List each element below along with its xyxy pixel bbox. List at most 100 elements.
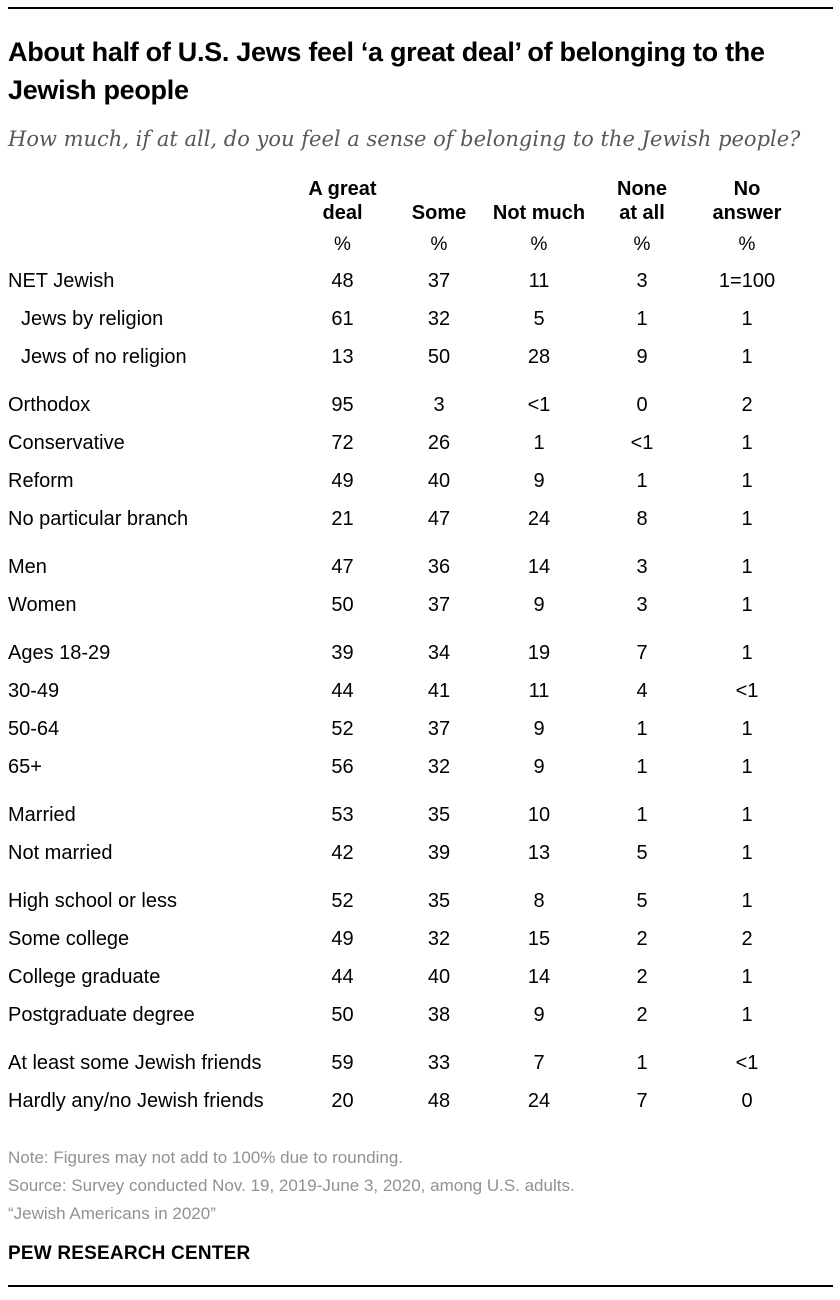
percent-row: % % % % % bbox=[8, 234, 832, 256]
table-row: Reform 49 40 9 1 1 bbox=[8, 462, 832, 500]
cell-value: <1 bbox=[630, 431, 654, 454]
pew-wordmark: PEW RESEARCH CENTER bbox=[8, 1243, 251, 1264]
column-header-a-great-deal: A great deal bbox=[308, 178, 377, 224]
cell-value: 32 bbox=[427, 927, 451, 950]
cell-value: 9 bbox=[533, 469, 545, 492]
cell-value: 1 bbox=[741, 469, 753, 492]
row-label: High school or less bbox=[8, 889, 177, 912]
cell-value: 47 bbox=[427, 507, 451, 530]
cell-value: 1 bbox=[741, 965, 753, 988]
cell-value: 36 bbox=[427, 555, 451, 578]
cell-value: 9 bbox=[533, 755, 545, 778]
row-label: Jews by religion bbox=[21, 307, 164, 330]
cell-value: 52 bbox=[331, 889, 354, 912]
cell-value: 32 bbox=[427, 307, 451, 330]
table-row: Hardly any/no Jewish friends 20 48 24 7 0 bbox=[8, 1082, 832, 1120]
cell-value: 15 bbox=[527, 927, 551, 950]
cell-value: 3 bbox=[636, 555, 648, 578]
table-row: 30-49 44 41 11 4 <1 bbox=[8, 672, 832, 710]
cell-value: 8 bbox=[533, 889, 545, 912]
cell-value: 2 bbox=[636, 1003, 648, 1026]
table-row: No particular branch 21 47 24 8 1 bbox=[8, 500, 832, 538]
cell-value: 3 bbox=[636, 269, 648, 292]
cell-value: 1 bbox=[741, 345, 753, 368]
row-label: Some college bbox=[8, 927, 130, 950]
row-label: Orthodox bbox=[8, 393, 91, 416]
row-label: Reform bbox=[8, 469, 74, 492]
row-label: 50-64 bbox=[8, 717, 60, 740]
cell-value: 50 bbox=[427, 345, 451, 368]
cell-value: 8 bbox=[636, 507, 648, 530]
cell-value: 14 bbox=[527, 965, 551, 988]
cell-value: 19 bbox=[527, 641, 551, 664]
cell-value: 48 bbox=[427, 1089, 451, 1112]
cell-value: 2 bbox=[636, 965, 648, 988]
cell-value: 11 bbox=[528, 269, 550, 292]
row-label: Conservative bbox=[8, 431, 125, 454]
table-row: Women 50 37 9 3 1 bbox=[8, 586, 832, 624]
cell-value: 1=100 bbox=[718, 269, 776, 292]
row-label: Ages 18-29 bbox=[8, 641, 111, 664]
percent-symbol: % bbox=[530, 234, 548, 255]
cell-value: <1 bbox=[735, 1051, 759, 1074]
page-title: About half of U.S. Jews feel ‘a great de… bbox=[8, 37, 765, 105]
cell-value: 1 bbox=[741, 1003, 753, 1026]
cell-value: 72 bbox=[331, 431, 354, 454]
cell-value: 20 bbox=[331, 1089, 354, 1112]
cell-value: <1 bbox=[527, 393, 551, 416]
cell-value: 1 bbox=[741, 431, 753, 454]
cell-value: 39 bbox=[331, 641, 354, 664]
cell-value: 5 bbox=[533, 307, 545, 330]
cell-value: 48 bbox=[331, 269, 354, 292]
cell-value: 13 bbox=[331, 345, 354, 368]
cell-value: 1 bbox=[741, 307, 753, 330]
cell-value: 44 bbox=[331, 965, 354, 988]
table-row: Married 53 35 10 1 1 bbox=[8, 796, 832, 834]
cell-value: 52 bbox=[331, 717, 354, 740]
cell-value: 24 bbox=[527, 507, 551, 530]
table-row: Ages 18-29 39 34 19 7 1 bbox=[8, 634, 832, 672]
cell-value: 1 bbox=[741, 555, 753, 578]
cell-value: 7 bbox=[636, 641, 648, 664]
table-row: Not married 42 39 13 5 1 bbox=[8, 834, 832, 872]
cell-value: 1 bbox=[741, 755, 753, 778]
cell-value: 1 bbox=[636, 755, 648, 778]
note-block: Note: Figures may not add to 100% due to… bbox=[8, 1144, 832, 1228]
cell-value: 28 bbox=[527, 345, 551, 368]
cell-value: 44 bbox=[331, 679, 354, 702]
belonging-table: A great deal Some Not much None at all N… bbox=[8, 177, 832, 1120]
cell-value: 53 bbox=[331, 803, 354, 826]
percent-symbol: % bbox=[334, 234, 351, 255]
cell-value: 1 bbox=[741, 803, 753, 826]
cell-value: 24 bbox=[527, 1089, 551, 1112]
cell-value: 0 bbox=[741, 1089, 753, 1112]
note-text: Note: Figures may not add to 100% due to… bbox=[8, 1148, 404, 1167]
cell-value: 37 bbox=[427, 269, 451, 292]
table-row: Postgraduate degree 50 38 9 2 1 bbox=[8, 996, 832, 1034]
percent-symbol: % bbox=[633, 234, 651, 255]
row-label: Postgraduate degree bbox=[8, 1003, 195, 1026]
cell-value: 9 bbox=[636, 345, 648, 368]
cell-value: 41 bbox=[427, 679, 451, 702]
table-row: Orthodox 95 3 <1 0 2 bbox=[8, 386, 832, 424]
row-label: At least some Jewish friends bbox=[8, 1051, 262, 1074]
column-header-not-much: Not much bbox=[492, 202, 586, 224]
row-label: College graduate bbox=[8, 965, 161, 988]
cell-value: 1 bbox=[533, 431, 545, 454]
cell-value: 37 bbox=[427, 593, 451, 616]
cell-value: 42 bbox=[331, 841, 354, 864]
percent-symbol: % bbox=[430, 234, 448, 255]
cell-value: 34 bbox=[427, 641, 451, 664]
table-row: Some college 49 32 15 2 2 bbox=[8, 920, 832, 958]
cell-value: 1 bbox=[636, 469, 648, 492]
percent-symbol: % bbox=[738, 234, 756, 255]
row-label: NET Jewish bbox=[8, 269, 115, 292]
column-header-some: Some bbox=[411, 202, 467, 224]
cell-value: 38 bbox=[427, 1003, 451, 1026]
cell-value: <1 bbox=[735, 679, 759, 702]
cell-value: 9 bbox=[533, 1003, 545, 1026]
cell-value: 1 bbox=[636, 717, 648, 740]
cell-value: 1 bbox=[636, 803, 648, 826]
cell-value: 1 bbox=[741, 593, 753, 616]
